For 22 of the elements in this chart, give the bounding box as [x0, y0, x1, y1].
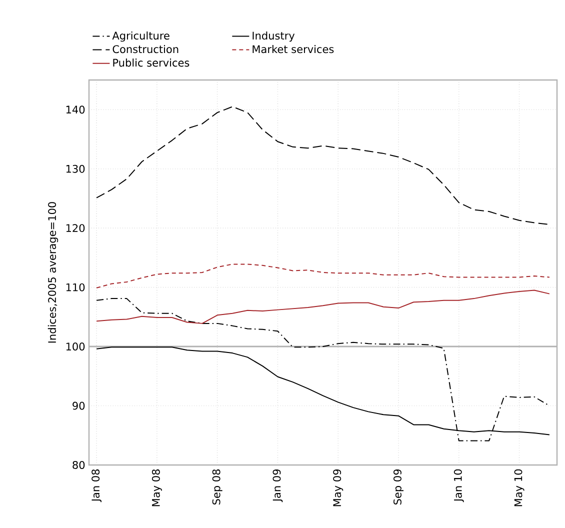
y-tick-label: 90: [72, 402, 85, 410]
line-series: [96, 106, 550, 226]
y-tick-label: 80: [72, 461, 85, 469]
legend-label: Industry: [252, 31, 295, 42]
legend-label: Public services: [113, 58, 190, 67]
legend-label: Construction: [112, 45, 178, 54]
x-tick-label: Sep 08: [212, 469, 222, 504]
y-axis-title: Indices,2005 average=100: [48, 202, 58, 343]
y-tick-label: 140: [66, 106, 85, 114]
legend-label: Agriculture: [112, 31, 170, 42]
legend-label: Market services: [252, 45, 334, 54]
x-tick-label: Jan 09: [272, 469, 283, 502]
x-tick-label: Jan 08: [92, 469, 102, 502]
y-tick-label: 120: [66, 224, 85, 232]
y-tick-label: 130: [66, 164, 85, 173]
x-tick-label: Sep 09: [393, 469, 404, 504]
x-tick-label: May 10: [514, 469, 524, 506]
x-tick-label: Jan 10: [454, 469, 464, 502]
y-tick-label: 110: [66, 283, 85, 292]
y-tick-label: 100: [66, 342, 85, 351]
x-tick-label: May 08: [152, 469, 162, 506]
x-tick-label: May 09: [333, 469, 344, 506]
